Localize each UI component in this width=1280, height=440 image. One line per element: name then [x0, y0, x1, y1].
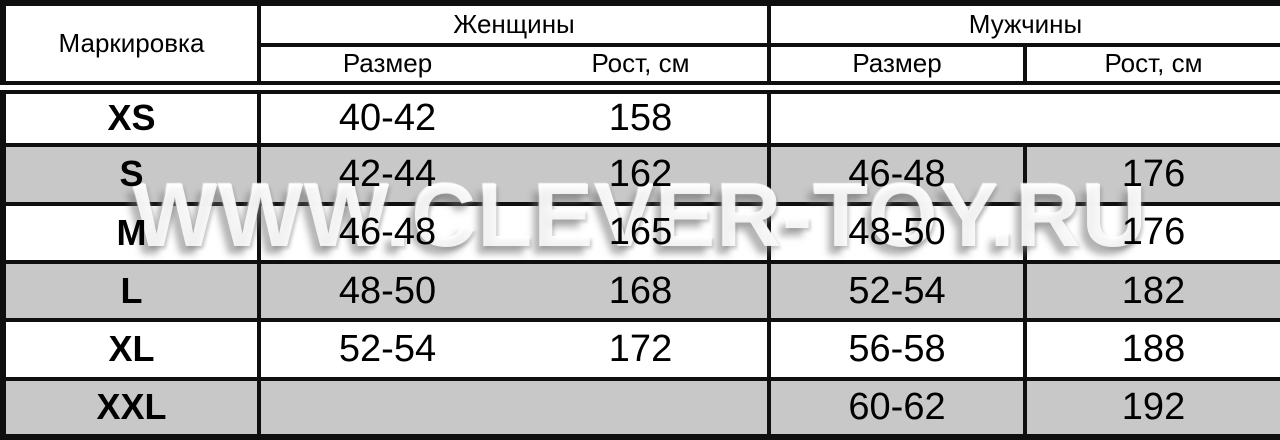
cell-men-size: 48-50	[767, 201, 1027, 264]
cell-women-size: 42-44	[257, 143, 514, 206]
cell-men-size: 60-62	[767, 376, 1027, 440]
cell-men-size: 52-54	[767, 259, 1027, 323]
cell-marking: XS	[1, 84, 261, 148]
cell-women-size: 40-42	[257, 84, 514, 148]
table-header: Маркировка Женщины Мужчины Размер Рост, …	[1, 1, 1280, 94]
table-body: XS 40-42 158 S 42-44 162 46-48 176 M 46-…	[1, 84, 1280, 440]
cell-men-size: 56-58	[767, 318, 1027, 381]
cell-men-height: 176	[1023, 143, 1280, 206]
cell-men-size: 46-48	[767, 143, 1027, 206]
header-men-height: Рост, см	[1023, 43, 1280, 94]
table-row-xs: XS 40-42 158	[1, 84, 1280, 148]
cell-women-size: 48-50	[257, 259, 514, 323]
cell-marking: XXL	[1, 376, 261, 440]
cell-men-height: 182	[1023, 259, 1280, 323]
table-row-m: M 46-48 165 48-50 176	[1, 201, 1280, 264]
cell-women-height-empty	[514, 376, 771, 440]
cell-men-height: 176	[1023, 201, 1280, 264]
table-row-l: L 48-50 168 52-54 182	[1, 259, 1280, 323]
cell-marking: XL	[1, 318, 261, 381]
cell-women-height: 165	[514, 201, 771, 264]
cell-women-height: 168	[514, 259, 771, 323]
cell-men-empty-merged	[767, 84, 1280, 148]
cell-women-height: 172	[514, 318, 771, 381]
table-row-xxl: XXL 60-62 192	[1, 376, 1280, 440]
cell-men-height: 192	[1023, 376, 1280, 440]
header-men-size: Размер	[767, 43, 1027, 94]
cell-marking: L	[1, 259, 261, 323]
cell-women-size: 52-54	[257, 318, 514, 381]
header-row-groups: Маркировка Женщины Мужчины	[1, 1, 1280, 94]
header-group-men: Мужчины	[767, 1, 1280, 47]
cell-women-height: 158	[514, 84, 771, 148]
cell-women-height: 162	[514, 143, 771, 206]
cell-women-size: 46-48	[257, 201, 514, 264]
header-group-women: Женщины	[257, 1, 771, 47]
table-row-s: S 42-44 162 46-48 176	[1, 143, 1280, 206]
cell-marking: M	[1, 201, 261, 264]
header-women-size: Размер	[257, 43, 514, 94]
cell-men-height: 188	[1023, 318, 1280, 381]
header-women-height: Рост, см	[514, 43, 771, 94]
header-marking: Маркировка	[1, 1, 261, 94]
table-row-xl: XL 52-54 172 56-58 188	[1, 318, 1280, 381]
header-row-sub: Размер Рост, см Размер Рост, см	[3, 43, 1280, 94]
cell-women-size-empty	[257, 376, 514, 440]
cell-marking: S	[1, 143, 261, 206]
